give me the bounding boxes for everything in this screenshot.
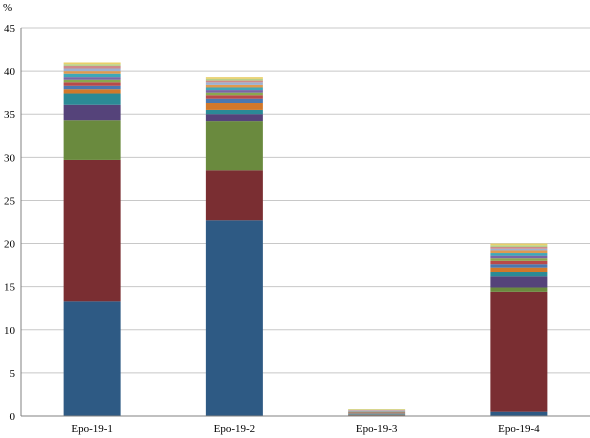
- bar-segment: [490, 287, 548, 292]
- bar-segment: [490, 245, 548, 248]
- bar-segment: [63, 77, 121, 80]
- bar-segment: [490, 260, 548, 265]
- bar-segment: [63, 82, 121, 86]
- bar-segment: [490, 255, 548, 259]
- bar-segment: [63, 71, 121, 74]
- bar-segment: [205, 87, 263, 91]
- bar-segment: [63, 104, 121, 121]
- bar-segment: [63, 65, 121, 69]
- bar-segment: [63, 64, 121, 66]
- bar-segment: [490, 272, 548, 277]
- x-tick-labels: Epo-19-1 Epo-19-2 Epo-19-3 Epo-19-4: [71, 423, 540, 435]
- bar-segment: [205, 78, 263, 81]
- bar-segment: [205, 77, 263, 79]
- y-tick-label: 35: [4, 109, 16, 121]
- bar-segment: [63, 73, 121, 78]
- bar-segment: [63, 89, 121, 94]
- bar-segment: [205, 170, 263, 221]
- bar-segment: [205, 82, 263, 85]
- bar-segment: [205, 84, 263, 88]
- bar-segment: [205, 80, 263, 83]
- x-tick-label: Epo-19-3: [356, 423, 398, 435]
- bar-segment: [490, 291, 548, 412]
- bar-segment: [205, 92, 263, 96]
- x-tick-label: Epo-19-4: [498, 423, 540, 435]
- y-tick-label: 0: [10, 411, 16, 423]
- y-tick-label: 10: [4, 325, 16, 337]
- bar-segment: [490, 243, 548, 246]
- bar-segment: [63, 68, 121, 72]
- y-tick-label: 45: [4, 23, 16, 35]
- bar-segment: [205, 90, 263, 93]
- y-tick-label: 20: [4, 239, 16, 251]
- bar-segment: [63, 62, 121, 65]
- bar-segment: [63, 159, 121, 302]
- bar-segment: [205, 114, 263, 122]
- bar-segment: [205, 109, 263, 115]
- bar-segment: [490, 258, 548, 261]
- bar-segment: [490, 264, 548, 268]
- bar-segment: [490, 253, 548, 256]
- y-tick-label: 25: [4, 195, 16, 207]
- bar-segment: [490, 411, 548, 416]
- bar-segment: [205, 121, 263, 171]
- y-tick-label: 15: [4, 282, 16, 294]
- y-unit-label: %: [3, 2, 12, 14]
- bar-segment: [205, 95, 263, 99]
- bar-segment: [205, 220, 263, 416]
- x-tick-label: Epo-19-2: [214, 423, 256, 435]
- bar-segment: [490, 248, 548, 251]
- bar-segment: [490, 250, 548, 254]
- bar-segment: [205, 98, 263, 104]
- bar-segment: [490, 276, 548, 288]
- y-tick-labels: 0 5 10 15 20 25 30 35 40 45: [4, 23, 16, 423]
- bar-segment: [490, 267, 548, 273]
- axes: [20, 28, 590, 417]
- y-tick-label: 5: [10, 368, 16, 380]
- y-tick-label: 30: [4, 152, 16, 164]
- x-tick-label: Epo-19-1: [71, 423, 113, 435]
- y-tick-label: 40: [4, 66, 16, 78]
- bar-segment: [63, 93, 121, 105]
- bar-segment: [63, 301, 121, 416]
- bar-segment: [63, 85, 121, 90]
- bar-stacks: [63, 62, 548, 416]
- bar-segment: [205, 103, 263, 110]
- bar-segment: [63, 79, 121, 83]
- bar-segment: [490, 247, 548, 249]
- bar-segment: [63, 120, 121, 160]
